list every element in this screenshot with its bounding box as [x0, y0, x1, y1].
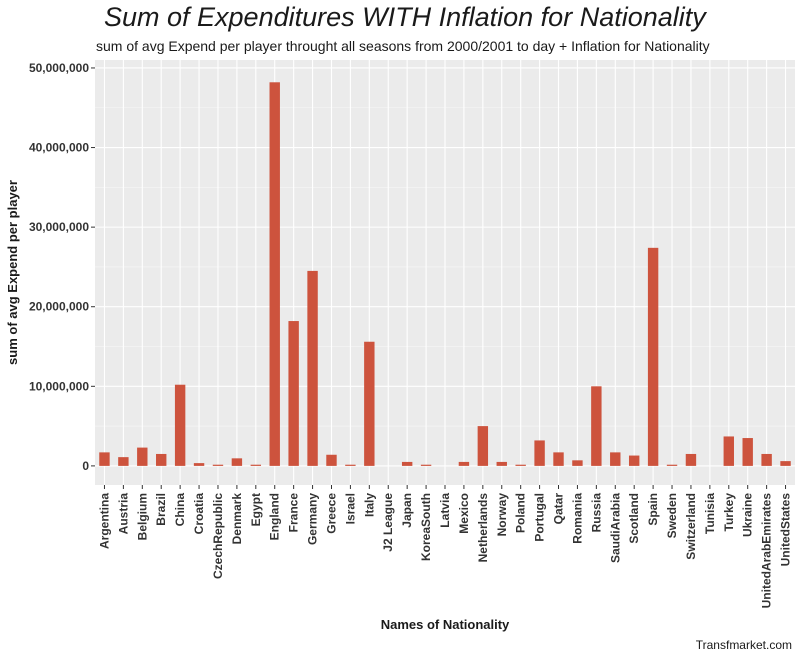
y-axis-title: sum of avg Expend per player [5, 180, 20, 365]
grid-lines [95, 60, 795, 485]
bar-norway [496, 461, 507, 466]
bar-germany [307, 270, 318, 466]
bar-saudiarabia [610, 452, 621, 466]
bar-portugal [534, 440, 545, 466]
x-tick-label: CzechRepublic [211, 493, 225, 579]
x-tick-label: Sweden [665, 493, 679, 538]
x-tick-label: Switzerland [684, 493, 698, 560]
bar-netherlands [477, 426, 489, 466]
x-axis: Argentina Austria Belgium Brazil China Croati… [97, 485, 793, 609]
bar-denmark [231, 458, 243, 466]
y-tick-label: 30,000,000 [29, 220, 89, 234]
bar-russia [591, 386, 602, 466]
bar-japan [401, 461, 413, 466]
bar-argentina [99, 452, 110, 466]
x-tick-label: UnitedStates [779, 493, 793, 567]
bar-spain [647, 247, 659, 466]
x-tick-label: Qatar [552, 493, 566, 525]
x-tick-label: Argentina [97, 493, 111, 549]
x-tick-label: Germany [306, 493, 320, 545]
bar-greece [326, 454, 337, 466]
x-tick-label: Norway [495, 493, 509, 537]
bar-sweden [666, 464, 678, 466]
y-tick-label: 10,000,000 [29, 379, 89, 393]
x-tick-label: England [268, 493, 282, 540]
bar-china [174, 384, 186, 466]
bar-turkey [723, 436, 734, 466]
x-tick-label: Croatia [192, 493, 206, 535]
bar-romania [572, 460, 583, 466]
x-tick-label: Ukraine [741, 493, 755, 537]
x-tick-label: Turkey [722, 493, 736, 532]
x-tick-label: SaudiArabia [608, 493, 622, 563]
x-tick-label: UnitedArabEmirates [760, 493, 774, 609]
bar-brazil [156, 453, 167, 466]
bar-ukraine [742, 438, 753, 466]
bar-koreasouth [420, 464, 432, 466]
x-axis-title: Names of Nationality [381, 617, 510, 632]
x-tick-label: Spain [646, 493, 660, 526]
x-tick-label: Egypt [249, 493, 263, 526]
x-tick-label: Austria [116, 493, 130, 535]
bar-israel [345, 464, 356, 466]
bar-england [269, 82, 280, 466]
x-tick-label: KoreaSouth [419, 493, 433, 561]
bars [99, 82, 791, 466]
x-tick-label: Japan [400, 493, 414, 528]
x-tick-label: J2 League [381, 493, 395, 552]
y-tick-label: 0 [82, 459, 89, 473]
x-tick-label: Romania [570, 493, 584, 544]
bar-czechrepublic [212, 464, 224, 466]
x-tick-label: Poland [514, 493, 528, 533]
x-tick-label: Portugal [533, 493, 547, 542]
bar-unitedarabemirates [761, 453, 772, 466]
y-tick-label: 20,000,000 [29, 300, 89, 314]
bar-belgium [137, 447, 148, 466]
x-tick-label: Belgium [135, 493, 149, 540]
bar-mexico [458, 461, 470, 466]
x-tick-label: Denmark [230, 493, 244, 545]
y-axis: 0 10,000,000 20,000,000 30,000,000 40,000,00… [29, 61, 95, 473]
x-tick-label: Russia [589, 493, 603, 533]
x-tick-label: Brazil [154, 493, 168, 526]
y-tick-label: 40,000,000 [29, 141, 89, 155]
bar-unitedstates [780, 461, 791, 466]
bar-france [288, 321, 299, 466]
x-tick-label: Israel [343, 493, 357, 524]
x-tick-label: Scotland [627, 493, 641, 544]
x-tick-label: Tunisia [703, 493, 717, 534]
bar-austria [118, 457, 129, 466]
x-tick-label: Netherlands [476, 493, 490, 563]
bar-scotland [628, 455, 640, 466]
x-tick-label: Latvia [438, 493, 452, 528]
y-tick-label: 50,000,000 [29, 61, 89, 75]
bar-switzerland [685, 453, 697, 466]
bar-italy [364, 341, 375, 466]
x-tick-label: Greece [324, 493, 338, 534]
chart-subtitle: sum of avg Expend per player throught al… [96, 38, 710, 54]
bar-qatar [553, 452, 564, 466]
source-caption: Transfmarket.com [695, 638, 792, 652]
bar-croatia [193, 463, 205, 466]
x-tick-label: China [173, 493, 187, 527]
x-tick-label: France [287, 493, 301, 533]
bar-egypt [250, 464, 262, 466]
chart-title: Sum of Expenditures WITH Inflation for N… [104, 2, 706, 32]
x-tick-label: Italy [362, 493, 376, 517]
x-tick-label: Mexico [457, 493, 471, 534]
bar-poland [515, 464, 526, 466]
